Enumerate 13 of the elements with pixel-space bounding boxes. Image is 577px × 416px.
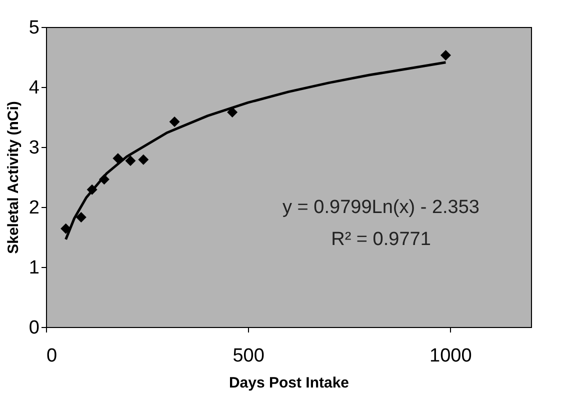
annotation: y = 0.9799Ln(x) - 2.353 xyxy=(282,197,480,218)
annotation: R² = 0.9771 xyxy=(331,229,431,250)
y-tick-label: 5 xyxy=(28,18,40,38)
x-tick-label: 500 xyxy=(232,346,264,366)
y-tick-label: 4 xyxy=(28,78,40,98)
y-tick-label: 1 xyxy=(28,258,40,278)
y-tick-label: 2 xyxy=(28,198,40,218)
x-tick-label: 0 xyxy=(46,346,58,366)
y-tick-label: 3 xyxy=(28,138,40,158)
x-tick-label: 1000 xyxy=(430,346,472,366)
x-axis-title: Days Post Intake xyxy=(228,374,350,392)
y-tick-label: 0 xyxy=(28,318,40,338)
y-axis-title: Skeletal Activity (nCi) xyxy=(4,101,22,254)
